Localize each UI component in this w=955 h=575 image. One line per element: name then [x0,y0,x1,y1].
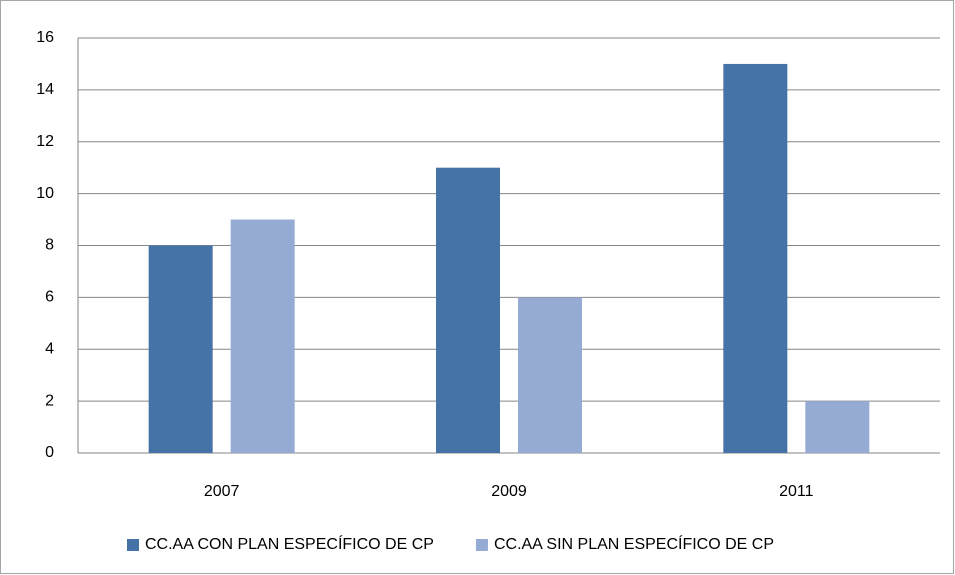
bar [518,297,582,453]
bar [805,401,870,453]
legend-label: CC.AA SIN PLAN ESPECÍFICO DE CP [494,534,774,553]
x-tick-label: 2007 [204,483,240,500]
bar [230,219,295,453]
bar [723,63,788,453]
x-tick-label: 2011 [779,483,814,500]
legend-swatch [475,539,488,551]
legend-label: CC.AA CON PLAN ESPECÍFICO DE CP [145,534,434,553]
x-tick-label: 2009 [491,483,527,500]
y-tick-label: 4 [45,340,54,357]
legend-swatch [127,539,139,551]
bar [436,167,500,453]
y-tick-label: 10 [36,185,54,202]
y-tick-label: 0 [45,444,54,461]
y-tick-label: 14 [36,81,54,98]
y-tick-label: 2 [45,392,54,409]
y-tick-label: 16 [36,29,54,46]
y-tick-label: 8 [45,237,54,254]
y-tick-label: 12 [36,133,54,150]
y-tick-label: 6 [45,289,54,306]
bar [148,245,213,453]
